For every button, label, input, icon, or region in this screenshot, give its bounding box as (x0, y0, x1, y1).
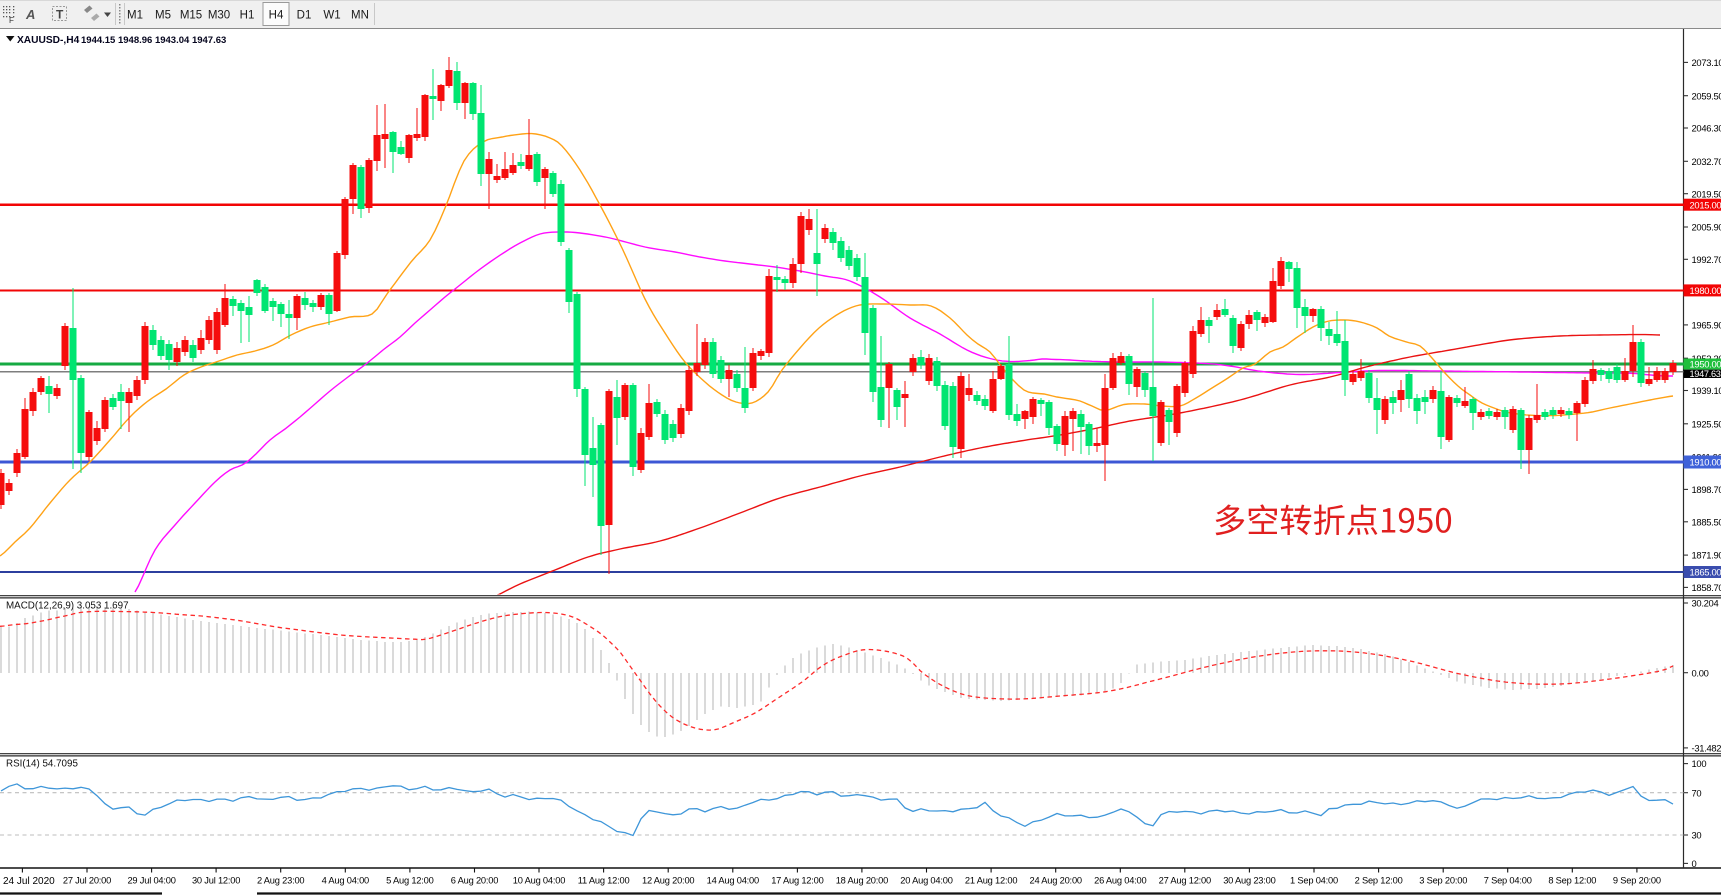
svg-text:2005.90: 2005.90 (1692, 222, 1721, 233)
svg-text:2015.00: 2015.00 (1690, 199, 1721, 210)
svg-text:1858.70: 1858.70 (1692, 582, 1721, 593)
svg-text:2019.50: 2019.50 (1692, 188, 1721, 199)
svg-text:30 Aug 23:00: 30 Aug 23:00 (1223, 876, 1275, 886)
svg-text:27 Aug 12:00: 27 Aug 12:00 (1159, 876, 1211, 886)
svg-text:W1: W1 (323, 10, 340, 22)
svg-text:MACD(12,26,9) 3.053 1.697: MACD(12,26,9) 3.053 1.697 (6, 601, 129, 612)
svg-text:M15: M15 (180, 10, 202, 22)
svg-text:12 Aug 20:00: 12 Aug 20:00 (642, 876, 694, 886)
svg-text:M30: M30 (208, 10, 230, 22)
svg-text:30 Jul 12:00: 30 Jul 12:00 (192, 876, 240, 886)
svg-text:11 Aug 12:00: 11 Aug 12:00 (578, 876, 630, 886)
svg-text:100: 100 (1692, 758, 1707, 769)
svg-text:17 Aug 12:00: 17 Aug 12:00 (771, 876, 823, 886)
svg-text:XAUUSD-,H4: XAUUSD-,H4 (17, 35, 80, 46)
svg-text:T: T (56, 8, 64, 22)
svg-text:M5: M5 (155, 10, 171, 22)
svg-text:9 Sep 20:00: 9 Sep 20:00 (1613, 876, 1661, 886)
svg-text:1950.00: 1950.00 (1690, 359, 1721, 370)
svg-text:29 Jul 04:00: 29 Jul 04:00 (127, 876, 175, 886)
svg-text:24 Aug 20:00: 24 Aug 20:00 (1029, 876, 1081, 886)
svg-text:1885.50: 1885.50 (1692, 516, 1721, 527)
svg-text:70: 70 (1692, 787, 1702, 798)
svg-text:1939.10: 1939.10 (1692, 385, 1721, 396)
svg-text:3 Sep 20:00: 3 Sep 20:00 (1419, 876, 1467, 886)
svg-text:MN: MN (351, 10, 369, 22)
svg-text:1865.00: 1865.00 (1690, 567, 1721, 578)
svg-text:27 Jul 20:00: 27 Jul 20:00 (63, 876, 111, 886)
svg-text:10 Aug 04:00: 10 Aug 04:00 (513, 876, 565, 886)
svg-text:18 Aug 20:00: 18 Aug 20:00 (836, 876, 888, 886)
svg-text:1925.50: 1925.50 (1692, 418, 1721, 429)
svg-text:2032.70: 2032.70 (1692, 156, 1721, 167)
svg-text:1871.90: 1871.90 (1692, 550, 1721, 561)
svg-text:1944.15 1948.96 1943.04 1947.6: 1944.15 1948.96 1943.04 1947.63 (81, 35, 226, 46)
svg-text:20 Aug 04:00: 20 Aug 04:00 (900, 876, 952, 886)
svg-text:1898.70: 1898.70 (1692, 484, 1721, 495)
svg-text:21 Aug 12:00: 21 Aug 12:00 (965, 876, 1017, 886)
svg-text:1910.00: 1910.00 (1690, 457, 1721, 468)
svg-text:2046.30: 2046.30 (1692, 123, 1721, 134)
svg-text:24 Jul 2020: 24 Jul 2020 (3, 876, 55, 887)
svg-text:A: A (25, 7, 35, 22)
svg-text:H1: H1 (240, 10, 255, 22)
svg-text:2 Aug 23:00: 2 Aug 23:00 (257, 876, 304, 886)
svg-text:2073.10: 2073.10 (1692, 57, 1721, 68)
svg-text:RSI(14) 54.7095: RSI(14) 54.7095 (6, 759, 78, 770)
svg-text:14 Aug 04:00: 14 Aug 04:00 (707, 876, 759, 886)
svg-text:F: F (9, 16, 14, 25)
svg-text:30.204: 30.204 (1692, 598, 1719, 609)
svg-text:0: 0 (1692, 858, 1697, 869)
svg-text:6 Aug 20:00: 6 Aug 20:00 (451, 876, 498, 886)
svg-text:5 Aug 12:00: 5 Aug 12:00 (386, 876, 433, 886)
svg-text:2 Sep 12:00: 2 Sep 12:00 (1355, 876, 1403, 886)
svg-text:H4: H4 (269, 10, 284, 22)
svg-text:8 Sep 12:00: 8 Sep 12:00 (1548, 876, 1596, 886)
svg-text:0.00: 0.00 (1692, 667, 1709, 678)
svg-text:1947.63: 1947.63 (1690, 369, 1721, 379)
svg-text:1952.30: 1952.30 (1692, 353, 1721, 364)
svg-text:D1: D1 (297, 10, 312, 22)
svg-text:M1: M1 (127, 10, 143, 22)
svg-text:4 Aug 04:00: 4 Aug 04:00 (322, 876, 369, 886)
svg-text:2059.50: 2059.50 (1692, 90, 1721, 101)
svg-text:26 Aug 04:00: 26 Aug 04:00 (1094, 876, 1146, 886)
svg-text:-31.482: -31.482 (1692, 743, 1721, 754)
svg-text:30: 30 (1692, 830, 1702, 841)
svg-text:7 Sep 04:00: 7 Sep 04:00 (1484, 876, 1532, 886)
svg-text:1992.70: 1992.70 (1692, 254, 1721, 265)
svg-text:1965.90: 1965.90 (1692, 320, 1721, 331)
svg-text:1980.00: 1980.00 (1690, 285, 1721, 296)
svg-text:1 Sep 04:00: 1 Sep 04:00 (1290, 876, 1338, 886)
